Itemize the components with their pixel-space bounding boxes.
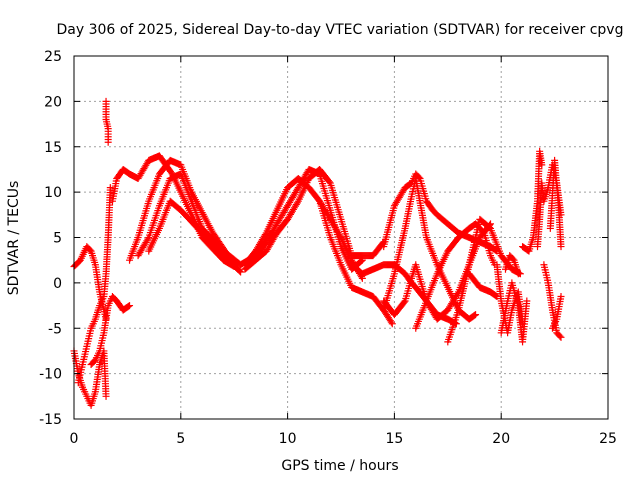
data-point [557,292,565,300]
series-arc-12 [241,165,388,273]
series-arc-27 [546,156,565,251]
data-point [261,231,269,239]
data-point [556,332,564,340]
data-point [557,333,565,341]
data-point [523,297,531,305]
y-axis-label: SDTVAR / TECUs [6,181,22,296]
data-point [144,235,152,243]
y-tick-label: 20 [44,94,62,110]
series-arc-22 [497,279,531,346]
data-point [415,173,423,181]
series-arc-28 [548,292,565,332]
data-point [125,302,133,310]
data-point [524,246,532,254]
x-tick-label: 25 [599,431,617,447]
grid-lines [74,56,608,419]
x-tick-label: 15 [385,431,403,447]
data-point [557,243,565,251]
y-tick-label: 15 [44,140,62,156]
y-tick-label: 10 [44,185,62,201]
chart-title: Day 306 of 2025, Sidereal Day-to-day VTE… [57,22,624,38]
data-point [102,392,110,400]
x-axis-tick-labels: 0 5 10 15 20 25 [70,431,617,447]
data-point [387,318,395,326]
data-point [400,298,408,306]
data-point [388,320,396,328]
data-point [236,267,244,275]
y-tick-label: 0 [53,276,62,292]
x-tick-label: 5 [176,431,185,447]
x-tick-label: 0 [70,431,79,447]
x-tick-label: 20 [492,431,510,447]
x-axis-label: GPS time / hours [281,458,398,474]
series-arc-23 [501,252,522,278]
data-point [479,228,487,236]
series-arc-11 [252,165,366,273]
series-arc-3 [74,184,114,387]
y-tick-label: -15 [39,412,62,428]
data-point [514,270,522,278]
series-arc-10 [241,175,366,282]
axis-ticks [73,55,609,420]
series-arc-4 [87,292,134,369]
y-tick-label: 5 [53,231,62,247]
y-tick-label: -10 [39,367,62,383]
y-axis-tick-labels: -15 -10 -5 0 5 10 15 20 25 [39,49,62,428]
data-point [538,161,546,169]
series-arc-18 [412,220,499,332]
data-point [126,302,134,310]
series-arc-24 [519,147,546,255]
series-arc-16 [380,175,480,323]
data-points [70,97,565,409]
data-point [237,268,245,276]
y-tick-label: -5 [48,321,62,337]
x-tick-label: 10 [279,431,297,447]
data-point [106,184,114,192]
data-point [471,311,479,319]
data-point [325,178,333,186]
data-point [104,138,112,146]
y-tick-label: 25 [44,49,62,65]
series-arc-1 [70,243,110,323]
series-arc-5 [102,97,112,146]
data-point [293,199,301,207]
data-point [472,311,480,319]
series-arc-9 [145,197,245,276]
